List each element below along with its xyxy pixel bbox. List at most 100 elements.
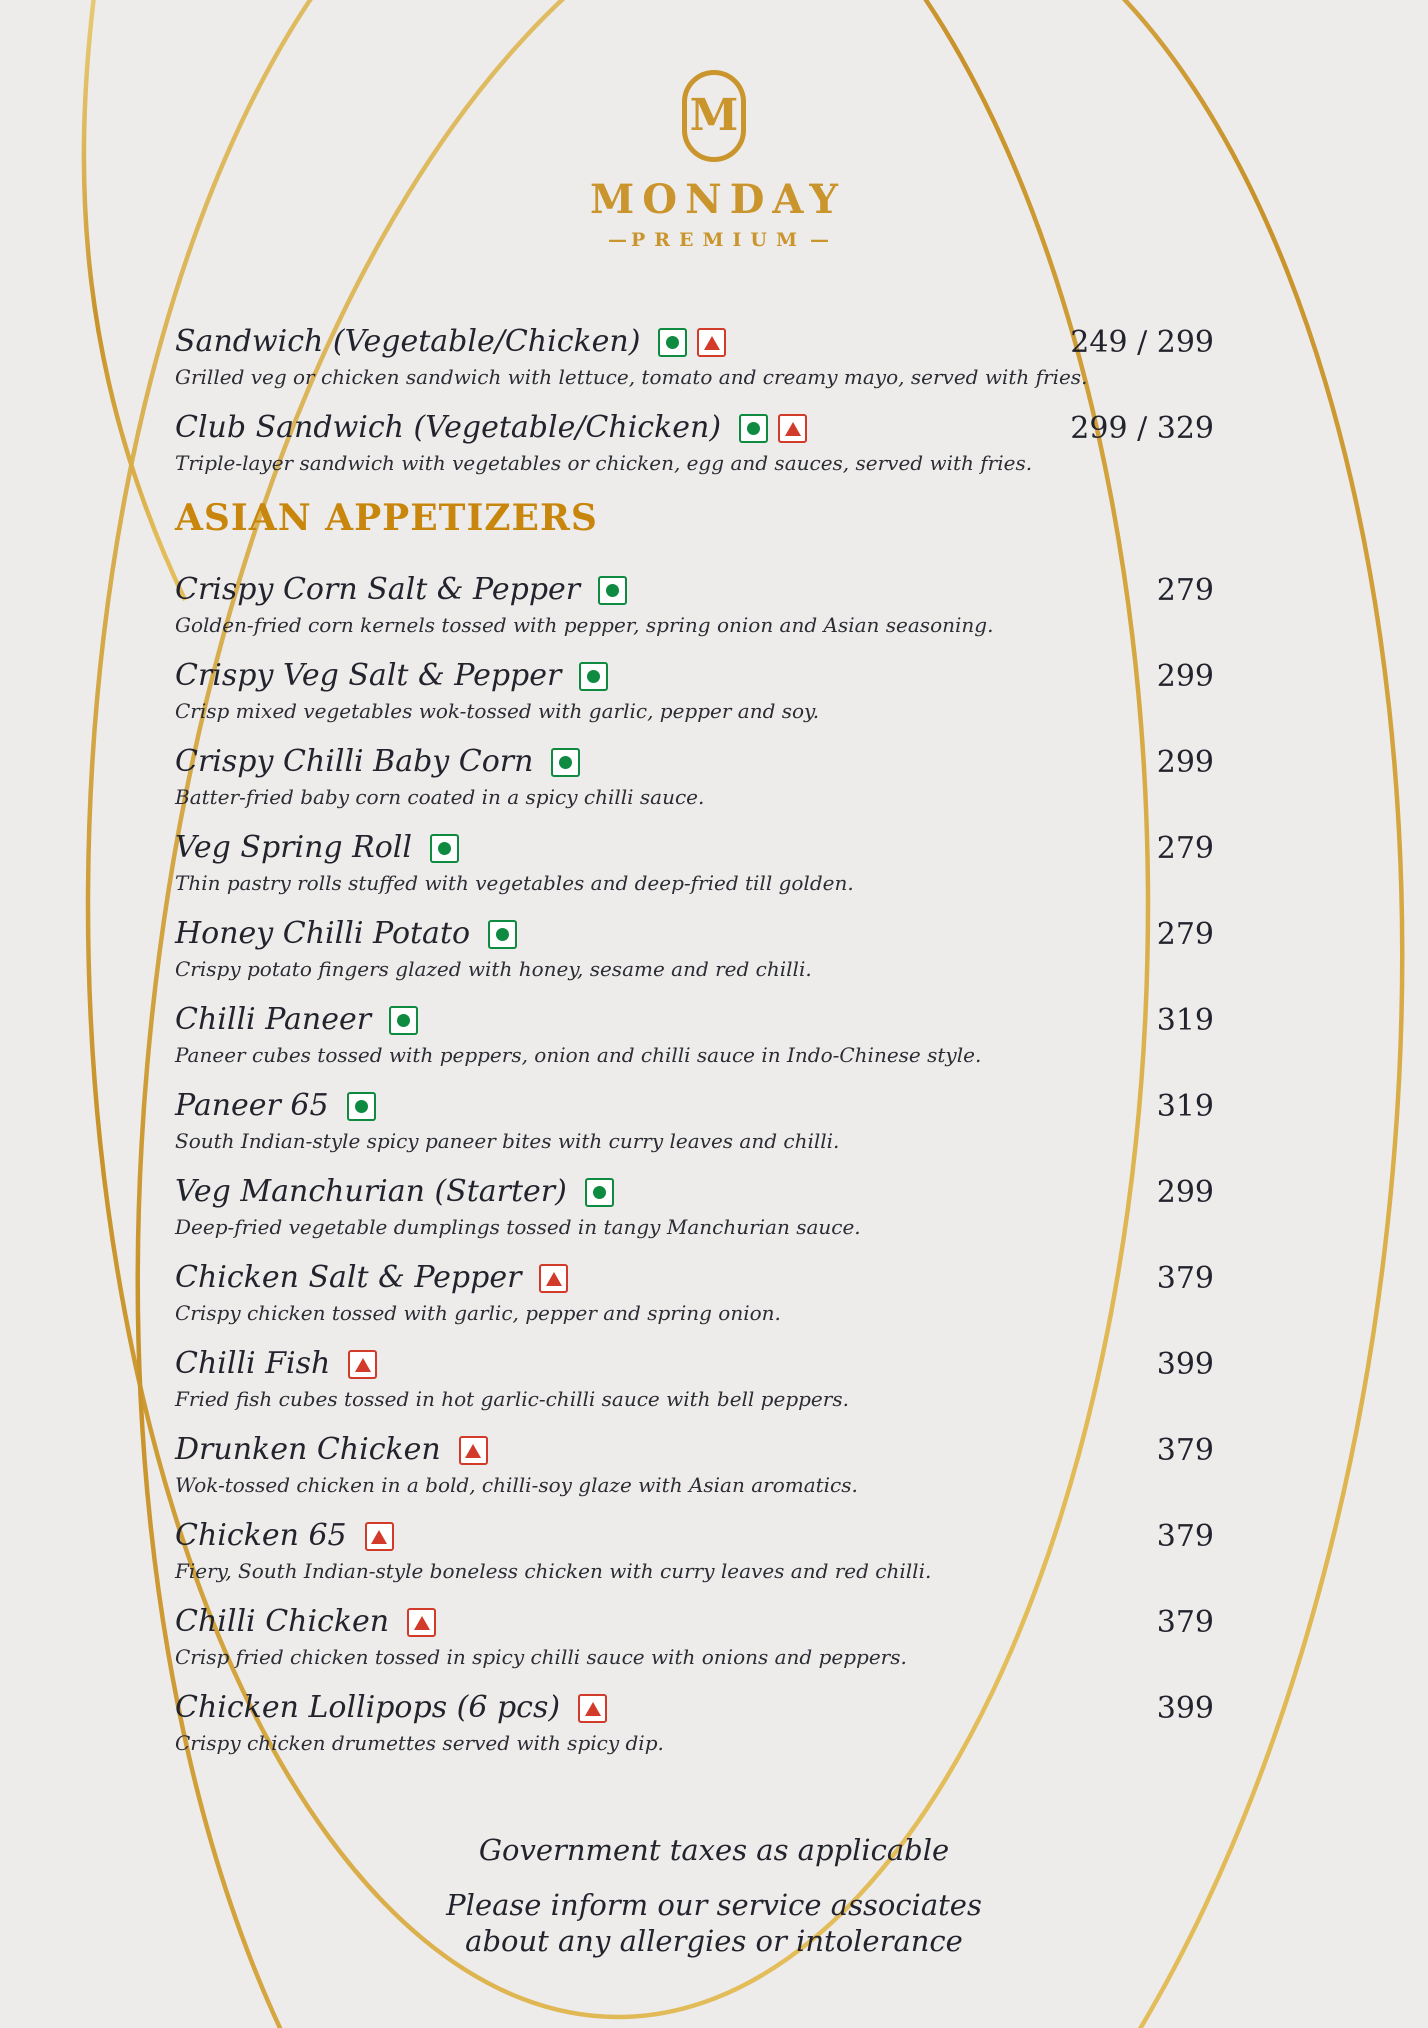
item-description: Crisp mixed vegetables wok-tossed with g…: [175, 699, 820, 723]
item-description: Deep-fried vegetable dumplings tossed in…: [175, 1215, 861, 1239]
item-price: 379: [1156, 1519, 1214, 1554]
item-description: South Indian-style spicy paneer bites wi…: [175, 1129, 840, 1153]
item-description: Crispy potato fingers glazed with honey,…: [175, 957, 812, 981]
item-name: Chicken Salt & Pepper: [175, 1260, 522, 1296]
item-description: Crispy chicken drumettes served with spi…: [175, 1731, 664, 1755]
item-name: Chilli Paneer: [175, 1002, 372, 1038]
menu-item: Honey Chilli Potato 279 Crispy potato fing…: [175, 917, 1214, 981]
item-name: Club Sandwich (Vegetable/Chicken): [175, 410, 722, 446]
veg-icon: [739, 414, 769, 443]
menu-item: Crispy Corn Salt & Pepper 279 Golden-fried…: [175, 573, 1214, 637]
veg-icon: [389, 1006, 419, 1035]
veg-dot: [438, 842, 451, 855]
item-name: Veg Spring Roll: [175, 830, 412, 866]
veg-dot: [666, 336, 680, 349]
veg-icon: [658, 328, 688, 357]
non-veg-triangle: [545, 1271, 562, 1286]
non-veg-triangle: [413, 1615, 430, 1630]
menu-item: Veg Spring Roll 279 Thin pastry rolls stuf…: [175, 831, 1214, 895]
diet-icons: [430, 834, 459, 863]
item-name: Honey Chilli Potato: [175, 916, 471, 952]
veg-dot: [559, 756, 573, 769]
diet-icons: [739, 414, 808, 443]
item-name: Drunken Chicken: [175, 1432, 441, 1468]
brand-name: MONDAY: [590, 176, 846, 223]
item-description: Wok-tossed chicken in a bold, chilli-soy…: [175, 1473, 858, 1497]
menu-item: Chicken 65 379 Fiery, South Indian-style b…: [175, 1519, 1214, 1583]
diet-icons: [348, 1350, 378, 1379]
item-name: Crispy Corn Salt & Pepper: [175, 572, 581, 608]
non-veg-icon: [364, 1522, 394, 1551]
item-description: Golden-fried corn kernels tossed with pe…: [175, 613, 994, 637]
footer: Government taxes as applicable Please in…: [0, 1833, 1428, 1960]
non-veg-icon: [539, 1264, 569, 1293]
veg-icon: [579, 662, 609, 691]
menu-item: Chicken Salt & Pepper 379 Crispy chicken t…: [175, 1261, 1214, 1325]
brand-header: M MONDAY — PREMIUM —: [0, 70, 1428, 251]
veg-icon: [584, 1178, 614, 1207]
veg-dot: [354, 1100, 368, 1113]
menu-item: Chilli Chicken 379 Crisp fried chicken tos…: [175, 1605, 1214, 1669]
menu-item-line: Club Sandwich (Vegetable/Chicken) 299 / 3…: [175, 411, 1214, 446]
menu-item: Paneer 65 319 South Indian-style spicy pan…: [175, 1089, 1214, 1153]
brand-logo: M: [682, 70, 746, 162]
veg-dot: [592, 1186, 606, 1199]
menu-item-line: Chilli Fish 399: [175, 1347, 1214, 1382]
diet-icons: [539, 1264, 569, 1293]
non-veg-icon: [348, 1350, 378, 1379]
item-price: 279: [1156, 573, 1214, 608]
item-price: 399: [1156, 1347, 1214, 1382]
item-description: Triple-layer sandwich with vegetables or…: [175, 451, 1033, 475]
item-name: Veg Manchurian (Starter): [175, 1174, 567, 1210]
menu-item: Chilli Paneer 319 Paneer cubes tossed with…: [175, 1003, 1214, 1067]
item-description: Thin pastry rolls stuffed with vegetable…: [175, 871, 854, 895]
item-name: Paneer 65: [175, 1088, 329, 1124]
menu-sections: Sandwich (Vegetable/Chicken) 249 / 299 Gri…: [175, 325, 1214, 1755]
item-name: Sandwich (Vegetable/Chicken): [175, 324, 641, 360]
item-name: Chicken 65: [175, 1518, 347, 1554]
diet-icons: [579, 662, 609, 691]
veg-dot: [496, 928, 510, 941]
item-price: 379: [1156, 1605, 1214, 1640]
non-veg-triangle: [703, 335, 720, 350]
item-name: Crispy Chilli Baby Corn: [175, 744, 534, 780]
veg-dot: [606, 584, 620, 597]
non-veg-icon: [697, 328, 727, 357]
item-description: Fried fish cubes tossed in hot garlic-ch…: [175, 1387, 849, 1411]
menu-item-line: Chilli Chicken 379: [175, 1605, 1214, 1640]
non-veg-icon: [778, 414, 808, 443]
diet-icons: [389, 1006, 419, 1035]
veg-icon: [488, 920, 518, 949]
item-price: 249 / 299: [1070, 325, 1214, 360]
item-price: 299: [1156, 1175, 1214, 1210]
item-name: Crispy Veg Salt & Pepper: [175, 658, 562, 694]
diet-icons: [346, 1092, 376, 1121]
diet-icons: [578, 1694, 608, 1723]
item-description: Fiery, South Indian-style boneless chick…: [175, 1559, 932, 1583]
diet-icons: [658, 328, 727, 357]
item-price: 319: [1156, 1003, 1214, 1038]
item-price: 279: [1156, 831, 1214, 866]
veg-icon: [430, 834, 459, 863]
diet-icons: [598, 576, 628, 605]
item-name: Chilli Chicken: [175, 1604, 390, 1640]
item-description: Batter-fried baby corn coated in a spicy…: [175, 785, 705, 809]
menu-item-line: Veg Manchurian (Starter) 299: [175, 1175, 1214, 1210]
non-veg-triangle: [584, 1701, 601, 1716]
item-price: 299: [1156, 745, 1214, 780]
item-description: Paneer cubes tossed with peppers, onion …: [175, 1043, 982, 1067]
menu-item-line: Paneer 65 319: [175, 1089, 1214, 1124]
veg-dot: [587, 670, 601, 683]
non-veg-triangle: [784, 421, 801, 436]
dash-right-icon: —: [810, 229, 830, 251]
menu-item-line: Crispy Corn Salt & Pepper 279: [175, 573, 1214, 608]
veg-icon: [346, 1092, 376, 1121]
menu-item-line: Crispy Chilli Baby Corn 299: [175, 745, 1214, 780]
diet-icons: [364, 1522, 394, 1551]
section-title: ASIAN APPETIZERS: [175, 497, 598, 539]
menu-item: Club Sandwich (Vegetable/Chicken) 299 / 3…: [175, 411, 1214, 475]
menu-item-line: Crispy Veg Salt & Pepper 299: [175, 659, 1214, 694]
brand-subtitle: — PREMIUM —: [0, 229, 1428, 251]
menu-item-line: Honey Chilli Potato 279: [175, 917, 1214, 952]
menu-item: Crispy Chilli Baby Corn 299 Batter-fried b…: [175, 745, 1214, 809]
